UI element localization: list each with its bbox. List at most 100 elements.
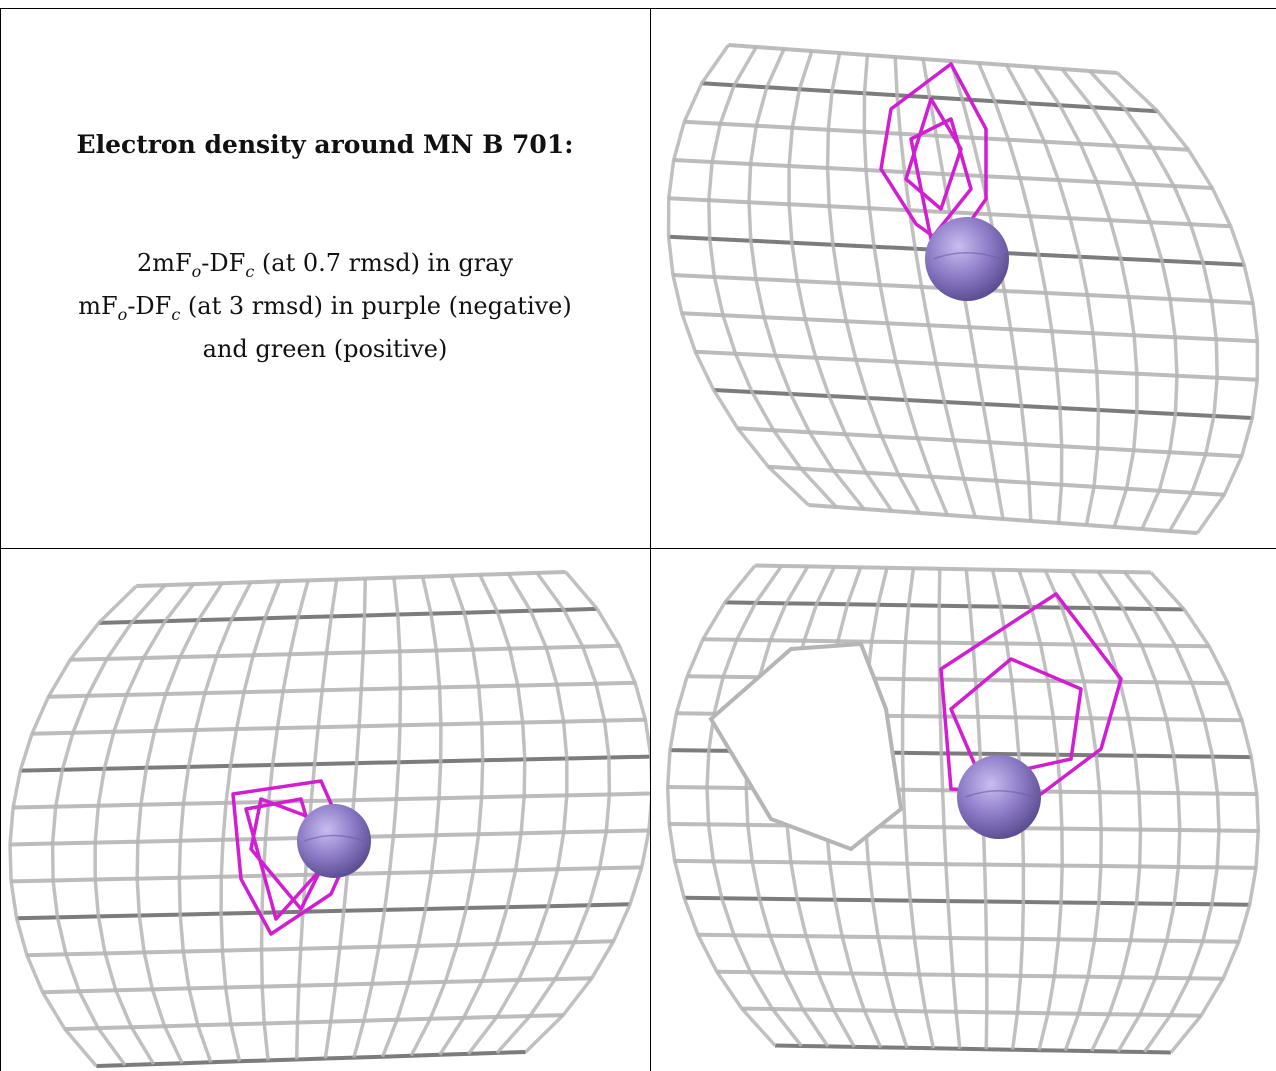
mn-atom-sphere [957, 755, 1041, 839]
legend-text: 2mFo-DFc (at 0.7 rmsd) in gray mFo-DFc (… [0, 246, 650, 367]
mesh-line [697, 932, 1239, 944]
mesh-line [669, 822, 1259, 833]
mesh-panel-1 [666, 43, 1260, 535]
mesh-line [93, 583, 195, 1066]
mesh-line [64, 1013, 564, 1032]
figure-title: Electron density around MN B 701: [76, 130, 574, 159]
legend-line1-mid: -DF [201, 249, 246, 277]
mesh-line [755, 563, 1151, 575]
mesh-line [949, 60, 1033, 522]
mesh-line [705, 564, 803, 1048]
mesh-group [666, 43, 1260, 535]
mesh-line [1060, 67, 1179, 530]
mesh-line [666, 43, 810, 507]
mn-atom-sphere [297, 804, 371, 878]
mesh-line [702, 637, 1210, 649]
mesh-line [741, 1006, 1202, 1018]
mesh-panel-3 [665, 563, 1261, 1055]
mesh-line [524, 570, 650, 1054]
mesh-line [665, 564, 777, 1047]
legend-line-gray: 2mFo-DFc (at 0.7 rmsd) in gray [0, 246, 650, 289]
mesh-line [1149, 571, 1261, 1054]
mesh-line [20, 754, 650, 773]
mesh-line [219, 580, 282, 1062]
caption-cell: Electron density around MN B 701: 2mFo-D… [0, 0, 650, 548]
mesh-line [380, 576, 443, 1058]
density-view-top-right [651, 9, 1276, 548]
mesh-line [409, 575, 485, 1057]
legend-line2-mid: -DF [127, 291, 172, 320]
legend-line1-sub1: o [191, 261, 202, 281]
legend-line2-suffix: (at 3 rmsd) in purple (negative) [180, 291, 572, 320]
frame-middle-vertical [650, 8, 651, 1071]
mesh-line [724, 600, 1185, 612]
mesh-line [70, 643, 620, 662]
legend-line2-prefix: mF [78, 291, 118, 320]
mesh-line [31, 717, 646, 736]
mn-atom-sphere [925, 217, 1009, 301]
mesh-line [1043, 569, 1103, 1052]
legend-line-purple: mFo-DFc (at 3 rmsd) in purple (negative) [0, 289, 650, 332]
mesh-line [26, 939, 614, 958]
legend-line2-sub2: c [171, 304, 181, 324]
mesh-line [707, 46, 838, 509]
mesh-line [1017, 569, 1064, 1051]
mesh-line [684, 895, 1250, 907]
density-view-bottom-right [651, 549, 1276, 1071]
mesh-line [1088, 69, 1219, 532]
legend-line1-sub2: c [245, 261, 255, 281]
mesh-line [716, 969, 1224, 981]
legend-line1-prefix: 2mF [136, 249, 192, 277]
mesh-line [1116, 71, 1260, 535]
mesh-line [135, 582, 224, 1064]
mesh-line [42, 976, 592, 995]
mesh-line [495, 571, 612, 1055]
mesh-line [98, 606, 598, 625]
mesh-line [900, 568, 936, 1049]
negative-density-group [939, 592, 1123, 796]
atom-group [957, 755, 1041, 839]
mesh-line [16, 902, 631, 921]
mesh-line [937, 568, 962, 1049]
atom-group [297, 804, 371, 878]
mesh-line [893, 56, 977, 518]
mesh-line [976, 62, 1064, 524]
mesh-line [1004, 64, 1101, 526]
mesh-line [259, 579, 310, 1061]
mesh-line [8, 584, 138, 1068]
legend-line-green: and green (positive) [202, 334, 448, 363]
mesh-line [13, 791, 650, 810]
mesh-line [1123, 570, 1221, 1054]
mesh-line [1096, 570, 1182, 1053]
legend-line2-sub1: o [117, 304, 128, 324]
mesh-line [825, 52, 922, 514]
mesh-line [96, 1050, 526, 1068]
mesh-line [136, 570, 566, 588]
mesh-line [674, 858, 1257, 870]
mesh-line [1032, 66, 1139, 528]
atom-highlight [965, 790, 1033, 798]
negative-density-contour [939, 592, 1123, 796]
mesh-line [48, 680, 636, 699]
mesh-line [744, 565, 830, 1048]
mesh-line [1070, 570, 1143, 1052]
frame-middle-horizontal [0, 548, 1276, 549]
mesh-line [862, 54, 950, 516]
negative-density-contour [909, 117, 973, 241]
mesh-line [467, 572, 569, 1055]
mesh-line [50, 583, 167, 1067]
density-view-bottom-left [1, 549, 650, 1071]
mesh-panel-2 [8, 570, 650, 1068]
mesh-line [787, 50, 894, 512]
frame-top [0, 8, 1276, 9]
mesh-cavity [708, 641, 904, 852]
mesh-line [177, 581, 253, 1063]
mesh-line [438, 574, 527, 1056]
mesh-line [352, 577, 403, 1059]
atom-highlight [933, 252, 1001, 260]
frame-left [0, 8, 1, 1071]
mesh-line [747, 48, 866, 511]
atom-group [925, 217, 1009, 301]
legend-line1-suffix: (at 0.7 rmsd) in gray [254, 249, 514, 277]
